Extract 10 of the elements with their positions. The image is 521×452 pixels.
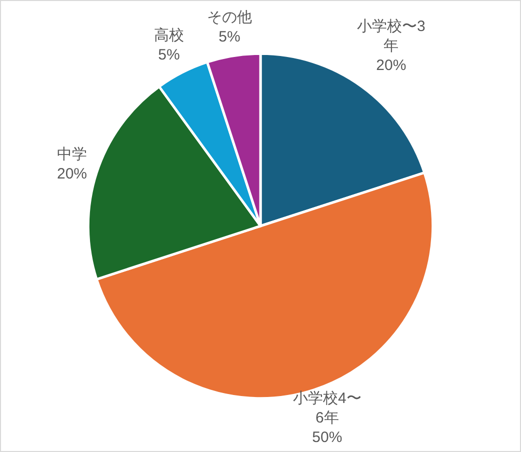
- data-label: 5%: [218, 28, 240, 46]
- slice-label: 小学校4〜6年: [293, 390, 362, 426]
- data-label: 5%: [158, 46, 180, 64]
- slice-label: 高校: [154, 27, 184, 44]
- data-label: 20%: [57, 166, 88, 182]
- data-label: 20%: [376, 57, 406, 74]
- slice-label: その他: [207, 9, 252, 26]
- data-label: 50%: [312, 429, 342, 446]
- slice-label: 小学校〜3年: [357, 18, 426, 54]
- slice-label: 中学: [57, 146, 88, 163]
